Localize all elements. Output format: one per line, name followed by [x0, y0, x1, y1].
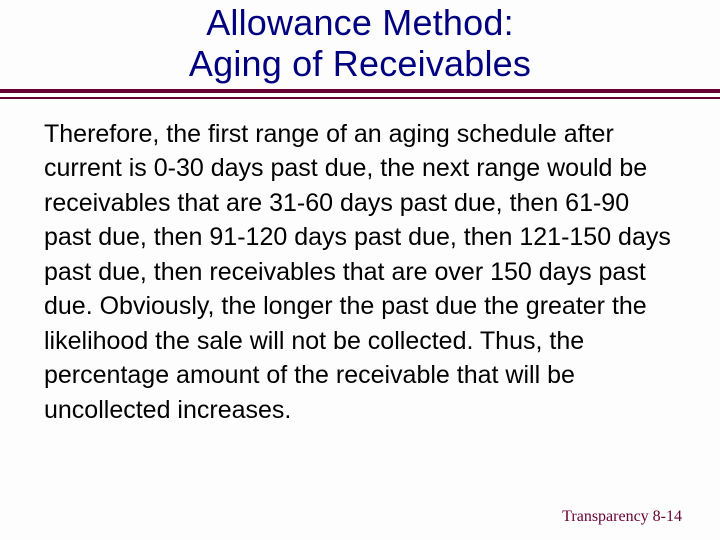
slide-title-line-1: Allowance Method: [0, 2, 720, 43]
slide-body: Therefore, the first range of an aging s… [0, 99, 720, 428]
divider-rules [0, 89, 720, 99]
body-paragraph: Therefore, the first range of an aging s… [44, 117, 676, 428]
slide-container: Allowance Method: Aging of Receivables T… [0, 0, 720, 540]
slide-title-block: Allowance Method: Aging of Receivables [0, 0, 720, 85]
slide-title-line-2: Aging of Receivables [0, 43, 720, 84]
slide-footer: Transparency 8-14 [562, 508, 682, 526]
